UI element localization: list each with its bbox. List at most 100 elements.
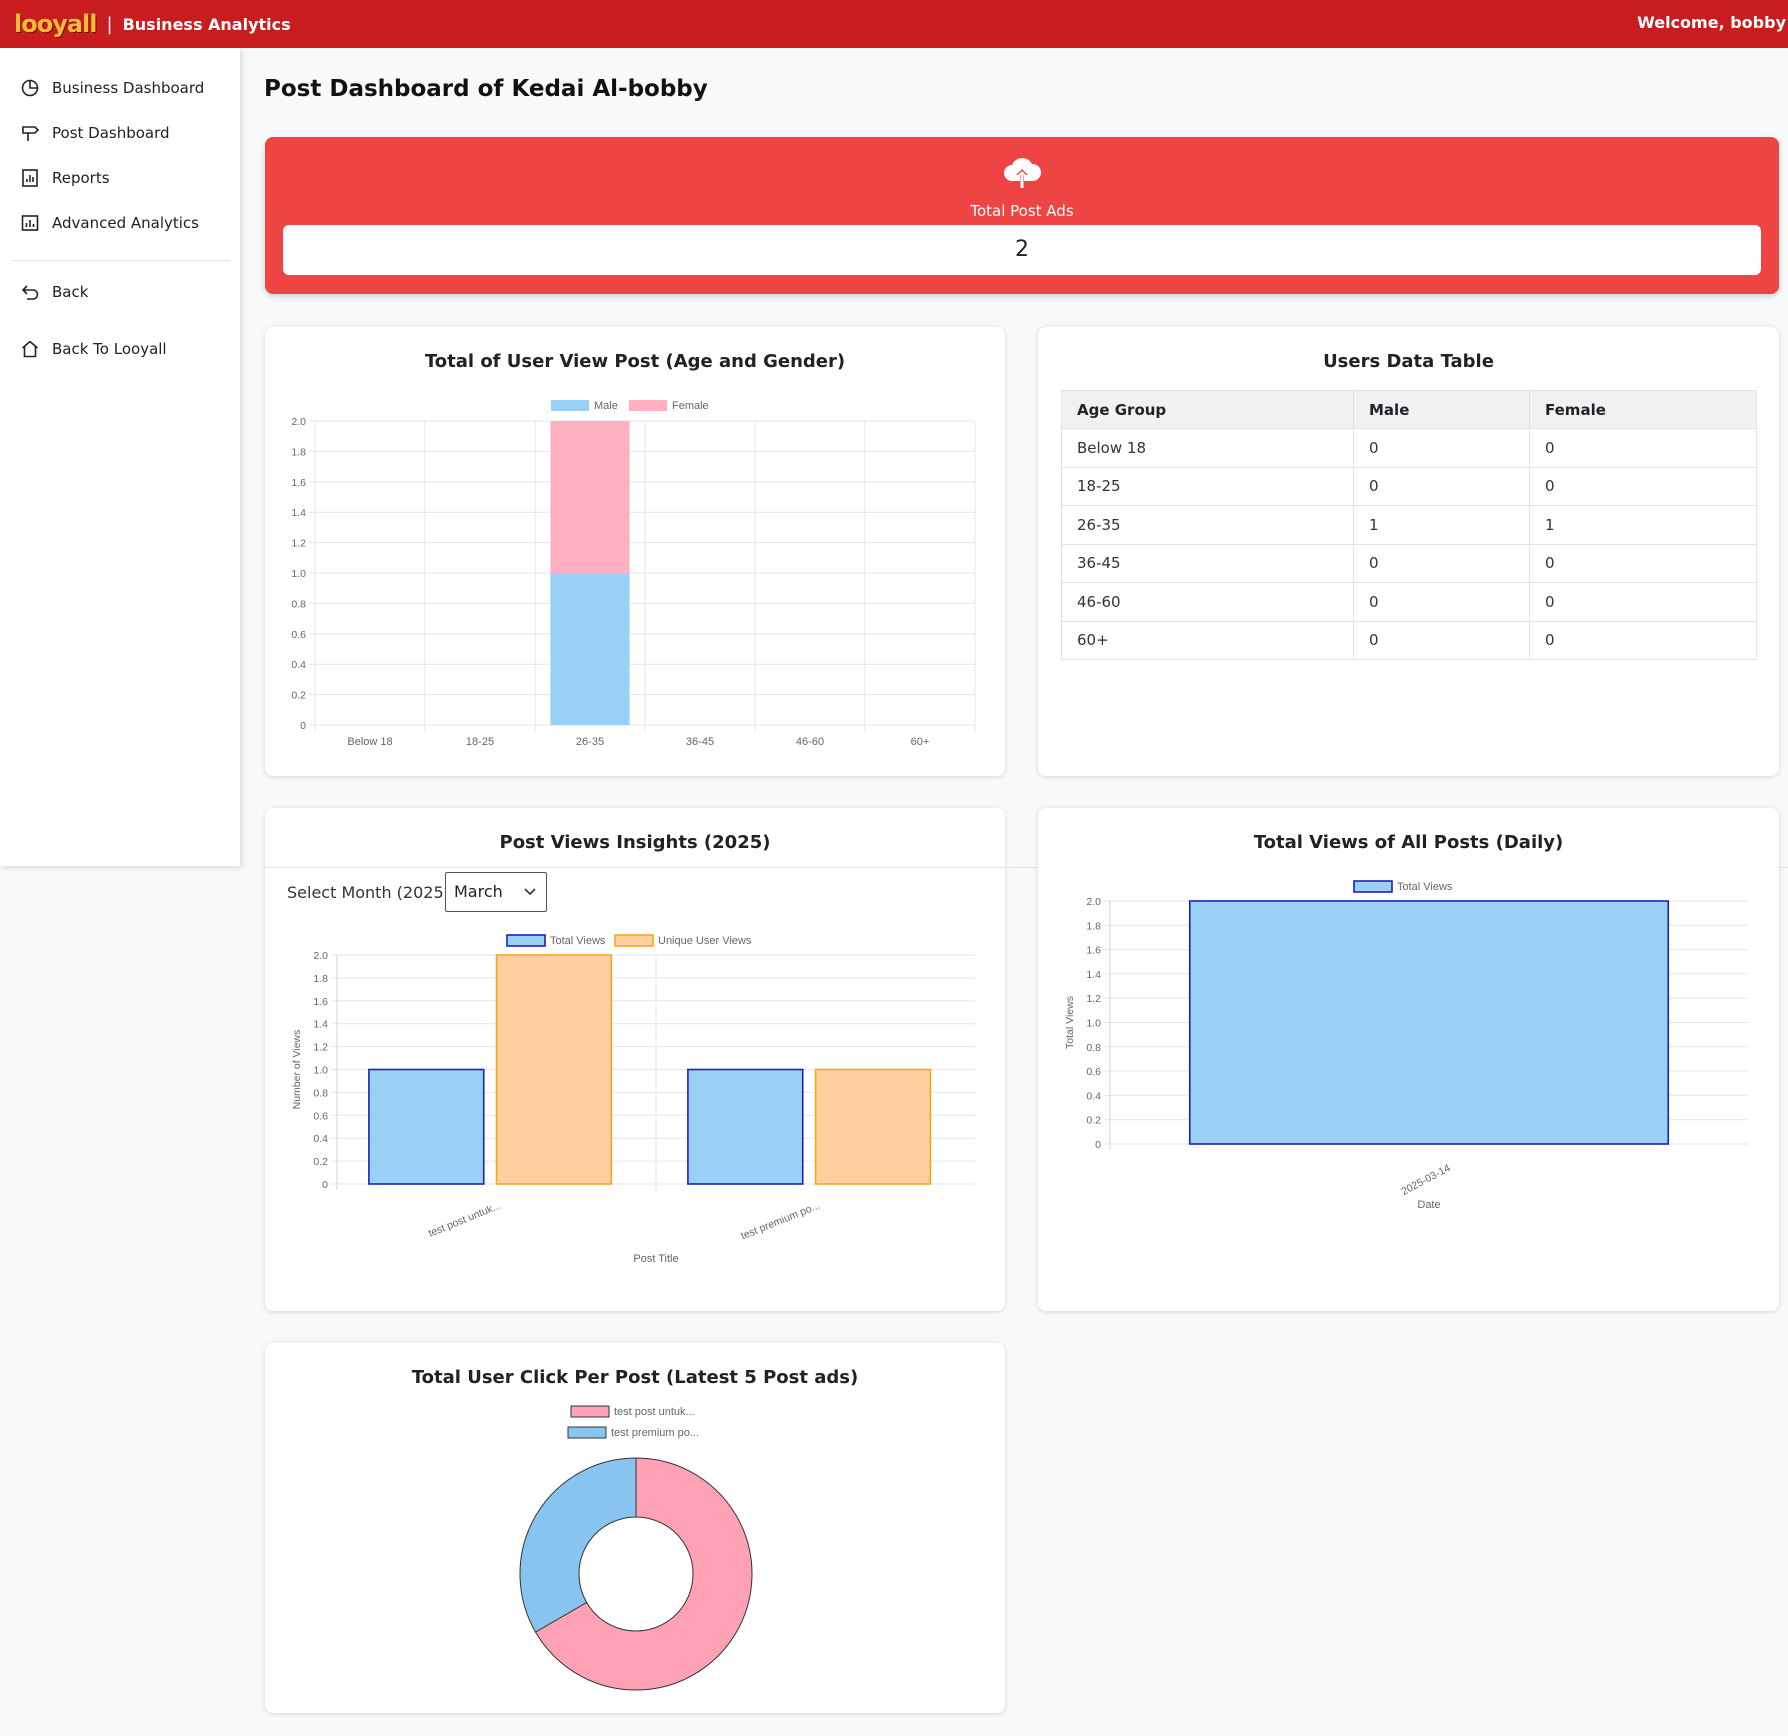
x-axis-title: Date bbox=[1417, 1199, 1440, 1211]
table-cell: 1 bbox=[1353, 505, 1530, 545]
table-cell: 60+ bbox=[1061, 620, 1354, 660]
daily-views-card: Total Views of All Posts (Daily) 0 0.2 0.4… bbox=[1038, 808, 1779, 1311]
sidebar-item-advanced-analytics[interactable]: Advanced Analytics bbox=[20, 213, 199, 233]
table-cell: 0 bbox=[1353, 620, 1530, 660]
y-tick-label: 0.8 bbox=[313, 1087, 328, 1099]
sidebar-item-business-dashboard[interactable]: Business Dashboard bbox=[20, 78, 204, 98]
x-tick-label: Below 18 bbox=[347, 736, 392, 748]
y-tick-label: 1.2 bbox=[313, 1042, 328, 1054]
y-tick-label: 1.4 bbox=[1086, 969, 1101, 981]
back-arrow-icon bbox=[21, 285, 39, 300]
home-icon bbox=[21, 340, 39, 358]
pie-chart-icon bbox=[21, 79, 39, 97]
table-cell: 0 bbox=[1529, 428, 1757, 468]
sidebar-item-post-dashboard[interactable]: Post Dashboard bbox=[20, 123, 170, 143]
y-tick-label: 0.6 bbox=[291, 629, 306, 641]
donut-slice bbox=[519, 1457, 637, 1633]
column-header: Female bbox=[1529, 390, 1757, 429]
sidebar-divider bbox=[12, 260, 230, 261]
daily-views-chart: 0 0.2 0.4 0.6 0.8 1.0 1.2 1.4 1.6 1.8 2.0 2025-03-1… bbox=[1064, 880, 1748, 1211]
table-cell: 0 bbox=[1529, 582, 1757, 622]
sidebar-item-back[interactable]: Back bbox=[20, 282, 88, 302]
signpost-icon bbox=[22, 126, 40, 141]
y-tick-label: 0 bbox=[300, 720, 306, 732]
x-tick-label: test premium po... bbox=[739, 1200, 821, 1243]
legend-label: Total Views bbox=[1397, 881, 1453, 893]
table-row: Below 18 0 0 bbox=[1061, 428, 1757, 468]
card-title: Post Views Insights (2025) bbox=[499, 832, 771, 853]
welcome-text[interactable]: Welcome, bobby bbox=[1637, 13, 1786, 32]
legend-label: test post untuk... bbox=[614, 1406, 695, 1418]
table-cell: Below 18 bbox=[1061, 428, 1354, 468]
y-tick-label: 1.8 bbox=[313, 973, 328, 985]
sidebar-item-reports[interactable]: Reports bbox=[20, 168, 110, 188]
user-click-donut-chart: test post untuk... test premium po... bbox=[519, 1405, 753, 1691]
table-header-row: Age Group Male Female bbox=[1061, 390, 1757, 429]
sidebar-item-back-to-looyall[interactable]: Back To Looyall bbox=[20, 339, 167, 359]
age-gender-chart-card: Total of User View Post (Age and Gender)… bbox=[265, 327, 1005, 776]
y-tick-label: 1.0 bbox=[291, 568, 306, 580]
month-select[interactable]: March bbox=[445, 872, 547, 912]
table-cell: 1 bbox=[1529, 505, 1757, 545]
x-axis-title: Post Title bbox=[633, 1253, 678, 1265]
table-cell: 0 bbox=[1529, 543, 1757, 583]
legend-swatch bbox=[629, 400, 667, 411]
total-post-ads-card: Total Post Ads 2 bbox=[265, 137, 1779, 294]
total-post-ads-value: 2 bbox=[283, 225, 1761, 275]
post-views-chart: 0 0.2 0.4 0.6 0.8 1.0 1.2 1.4 1.6 1.8 2.0 test post… bbox=[291, 934, 975, 1265]
x-tick-label: 60+ bbox=[911, 736, 930, 748]
bar-total-views bbox=[1188, 900, 1670, 1145]
brand-title: Business Analytics bbox=[122, 14, 291, 34]
x-tick-label: 36-45 bbox=[686, 736, 714, 748]
table-cell: 0 bbox=[1529, 620, 1757, 660]
looyall-logo[interactable]: looyall bbox=[14, 10, 97, 38]
table-row: 26-35 1 1 bbox=[1061, 505, 1757, 545]
card-header-divider bbox=[265, 867, 1788, 868]
y-tick-label: 2.0 bbox=[1086, 896, 1101, 908]
sidebar-item-label: Advanced Analytics bbox=[52, 214, 199, 232]
y-tick-label: 0.4 bbox=[1086, 1090, 1101, 1102]
y-tick-label: 0 bbox=[322, 1179, 328, 1191]
y-tick-label: 0.6 bbox=[313, 1110, 328, 1122]
month-select-label: Select Month (2025): bbox=[287, 883, 456, 902]
x-tick-label: 18-25 bbox=[466, 736, 494, 748]
y-tick-label: 1.8 bbox=[291, 446, 306, 458]
table-cell: 0 bbox=[1353, 543, 1530, 583]
bar-total-views bbox=[687, 1068, 804, 1185]
total-post-ads-label: Total Post Ads bbox=[970, 202, 1074, 220]
y-tick-label: 1.6 bbox=[313, 996, 328, 1008]
y-tick-label: 0.4 bbox=[313, 1133, 328, 1145]
x-tick-label: 26-35 bbox=[576, 736, 604, 748]
table-cell: 0 bbox=[1353, 428, 1530, 468]
y-tick-label: 0.8 bbox=[291, 598, 306, 610]
legend-swatch bbox=[567, 1426, 607, 1439]
y-tick-label: 0.2 bbox=[313, 1156, 328, 1168]
y-tick-label: 0.2 bbox=[291, 690, 306, 702]
bar-total-views bbox=[368, 1068, 485, 1185]
donut-slice bbox=[534, 1457, 753, 1691]
post-views-insights-card: Post Views Insights (2025) Select Month … bbox=[265, 808, 1788, 1311]
y-tick-label: 1.4 bbox=[313, 1019, 328, 1031]
table-cell: 26-35 bbox=[1061, 505, 1354, 545]
cloud-upload-icon bbox=[1004, 158, 1042, 188]
y-tick-label: 1.6 bbox=[1086, 945, 1101, 957]
legend-label: Female bbox=[672, 400, 709, 412]
y-tick-label: 0 bbox=[1095, 1139, 1101, 1151]
users-data-table: Age Group Male Female Below 18 0 0 18-25 0 0… bbox=[1061, 390, 1757, 660]
table-row: 36-45 0 0 bbox=[1061, 543, 1757, 583]
legend-swatch bbox=[506, 934, 546, 947]
top-navbar: looyall | Business Analytics Welcome, bo… bbox=[0, 0, 1788, 48]
column-header: Age Group bbox=[1061, 390, 1354, 429]
sidebar-item-label: Back bbox=[52, 283, 89, 301]
bar-male bbox=[550, 573, 630, 725]
x-tick-label: 46-60 bbox=[796, 736, 824, 748]
legend-label: Male bbox=[594, 400, 618, 412]
bar-unique-user-views bbox=[495, 954, 613, 1185]
legend-swatch bbox=[614, 934, 654, 947]
bar-chart-icon bbox=[21, 215, 39, 231]
table-cell: 46-60 bbox=[1061, 582, 1354, 622]
y-tick-label: 1.0 bbox=[313, 1065, 328, 1077]
table-cell: 0 bbox=[1353, 466, 1530, 506]
legend-swatch bbox=[570, 1405, 610, 1418]
chevron-down-icon bbox=[524, 888, 536, 896]
